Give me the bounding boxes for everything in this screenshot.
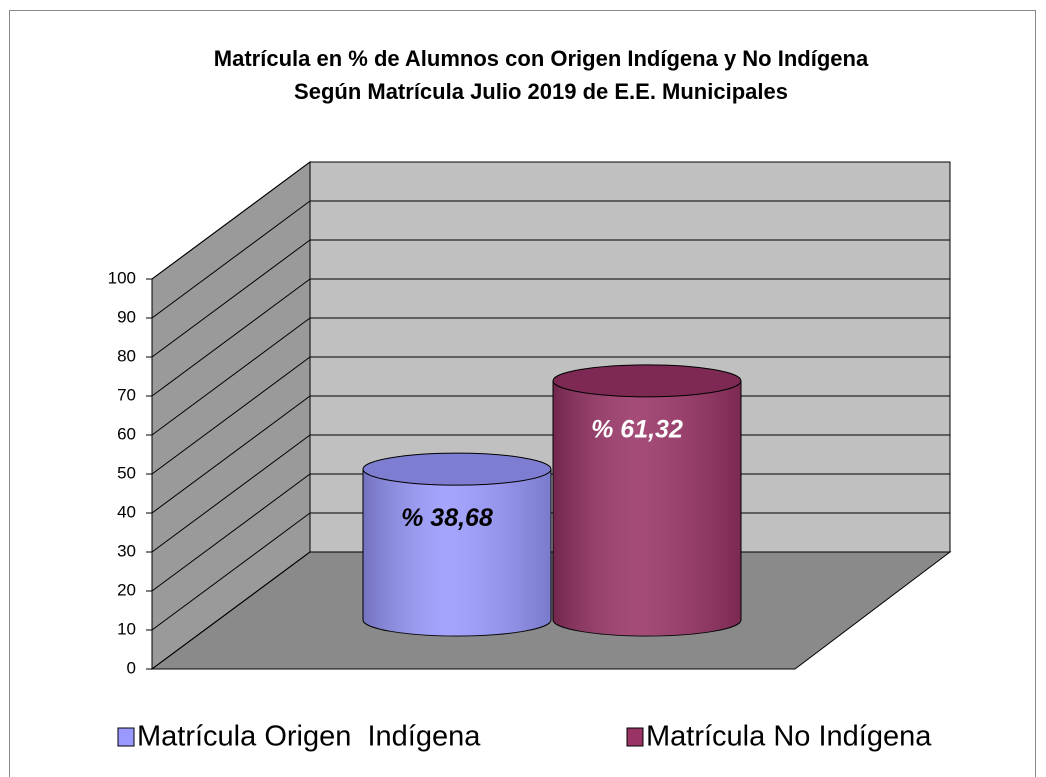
y-tick-label: 70 [117,385,136,404]
grid-line [151,317,311,436]
bar-top [552,364,742,398]
value-label: % 61,32 [591,415,683,443]
y-tick-label: 10 [117,619,136,638]
y-tick-label: 40 [117,502,136,521]
grid-line [151,512,311,631]
y-tick-label: 100 [108,268,136,287]
chart-border [9,10,1036,777]
grid-line [151,200,311,319]
bar-top [362,452,552,486]
legend-swatch [626,727,644,747]
bar-shading [363,469,551,636]
bar-top-shade [363,453,551,486]
grid-line [151,551,311,670]
y-tick-label: 50 [117,463,136,482]
chart-title: Según Matrícula Julio 2019 de E.E. Munic… [294,79,788,104]
grid-line [151,395,311,514]
chart-title: Matrícula en % de Alumnos con Origen Ind… [214,46,869,71]
y-tick-label: 60 [117,424,136,443]
grid-line [151,161,311,280]
y-tick-label: 20 [117,580,136,599]
y-tick-label: 0 [127,658,136,677]
grid-line [151,473,311,592]
grid-line [151,434,311,553]
y-tick-label: 90 [117,307,136,326]
bar-shading [553,380,741,636]
grid-line [151,278,311,397]
legend-label: Matrícula Origen Indígena [137,721,481,753]
value-label: % 38,68 [401,504,493,532]
y-tick-label: 80 [117,346,136,365]
bar-top-shade [553,364,741,397]
y-tick-label: 30 [117,541,136,560]
legend-swatch [117,727,135,747]
grid-line [151,356,311,475]
grid-line [151,239,311,358]
legend-label: Matrícula No Indígena [646,721,932,753]
